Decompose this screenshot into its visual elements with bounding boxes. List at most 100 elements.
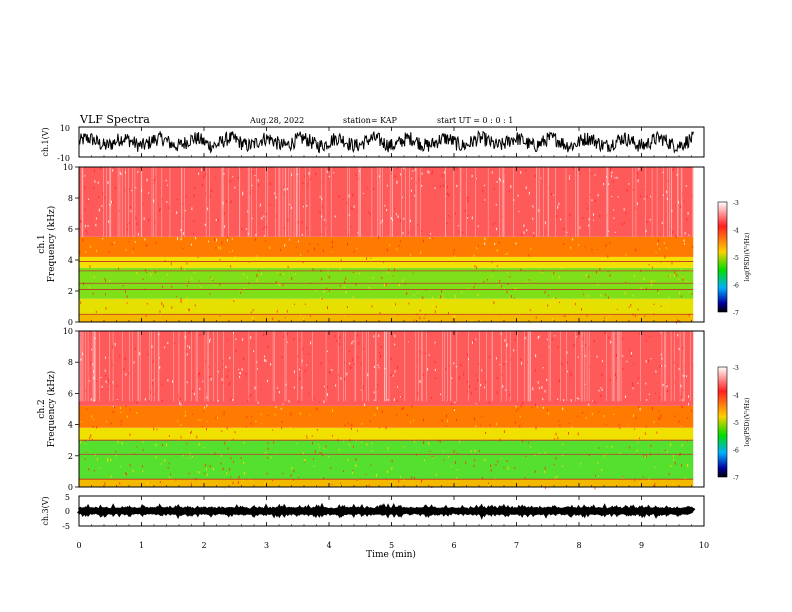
spectrogram-speck — [457, 485, 458, 488]
spectrogram-speck — [577, 356, 579, 358]
spectrogram-speck — [250, 422, 252, 425]
spectrogram-streak — [110, 167, 111, 237]
spectrogram-speck — [523, 231, 525, 235]
spectrogram-speck — [419, 316, 421, 320]
spectrogram-speck — [634, 478, 636, 482]
spectrogram-speck — [220, 246, 222, 250]
spectrogram-speck — [343, 286, 345, 289]
spectrogram-speck — [558, 379, 560, 383]
spectrogram-speck — [232, 481, 234, 485]
spectrogram-speck — [458, 231, 460, 233]
spectrogram-speck — [384, 204, 386, 207]
spectrogram-speck — [110, 475, 112, 478]
spectrogram-speck — [159, 481, 161, 484]
spectrogram-speck — [322, 249, 324, 253]
spectrogram-speck — [394, 268, 395, 272]
spectrogram-speck — [562, 443, 564, 446]
spectrogram-speck — [164, 459, 166, 463]
spectrogram-speck — [300, 253, 302, 256]
spectrogram-streak — [677, 167, 678, 237]
spectrogram-speck — [323, 447, 325, 450]
spectrogram-speck — [657, 289, 659, 292]
spectrogram-speck — [378, 334, 380, 338]
spectrogram-speck — [597, 476, 599, 478]
spectrogram-speck — [251, 217, 253, 219]
spectrogram-speck — [100, 257, 102, 261]
spectrogram-speck — [84, 186, 86, 189]
spectrogram-streak — [169, 167, 171, 237]
y-tick-label: 2 — [68, 287, 73, 296]
spectrogram-streak — [94, 331, 95, 402]
spectrogram-speck — [352, 194, 354, 197]
spectrogram-speck — [200, 419, 202, 421]
spectrogram-speck — [176, 296, 178, 298]
spectrogram-speck — [473, 254, 475, 257]
spectrogram-streak — [555, 167, 556, 237]
spectrogram-speck — [189, 457, 191, 459]
spectrogram-speck — [582, 337, 584, 341]
spectrogram-speck — [225, 365, 227, 369]
spectrogram-streak — [345, 331, 346, 402]
spectrogram-speck — [632, 363, 634, 365]
spectrogram-speck — [283, 335, 285, 338]
spectrogram-speck — [242, 338, 243, 341]
spectrogram-speck — [124, 189, 126, 192]
spectrogram-speck — [194, 271, 196, 274]
spectrogram-speck — [503, 466, 505, 469]
spectrogram-speck — [192, 413, 194, 415]
spectrogram-speck — [466, 429, 468, 433]
spectrogram-speck — [229, 251, 231, 253]
spectrogram-speck — [309, 414, 311, 416]
spectrogram-speck — [533, 235, 535, 238]
spectrogram-speck — [87, 200, 89, 203]
spectrogram-speck — [410, 421, 411, 423]
spectrogram-speck — [369, 420, 371, 423]
spectrogram-speck — [342, 312, 344, 315]
spectrogram-speck — [234, 255, 236, 259]
spectrogram-speck — [578, 244, 580, 246]
spectrogram-speck — [482, 201, 484, 203]
spectrogram-speck — [343, 470, 344, 473]
spectrogram-speck — [543, 366, 545, 368]
spectrogram-speck — [395, 167, 397, 169]
spectrogram-speck — [656, 431, 658, 434]
spectrogram-streak — [305, 167, 306, 237]
spectrogram-speck — [209, 338, 211, 341]
spectrogram-speck — [288, 238, 290, 241]
spectrogram-speck — [666, 390, 668, 392]
spectrogram-speck — [335, 384, 337, 387]
spectrogram-speck — [301, 221, 303, 224]
spectrogram-speck — [144, 398, 146, 401]
spectrogram-speck — [392, 275, 394, 277]
spectrogram-speck — [398, 283, 400, 287]
spectrogram-speck — [105, 374, 107, 377]
spectrogram-speck — [527, 442, 529, 444]
spectrogram-speck — [356, 247, 358, 250]
spectrogram-speck — [186, 442, 188, 445]
spectrogram-speck — [588, 224, 590, 227]
spectrogram-speck — [414, 195, 416, 197]
y-tick-label: 10 — [63, 163, 73, 172]
spectrogram-speck — [161, 444, 163, 447]
spectrogram-speck — [209, 464, 211, 468]
spectrogram-streak — [664, 331, 665, 402]
spectrogram-speck — [267, 442, 269, 445]
spectrogram-speck — [442, 450, 444, 452]
spectrogram-speck — [366, 257, 368, 261]
spectrogram-speck — [308, 392, 310, 394]
spectrogram-speck — [120, 173, 122, 176]
spectrogram-speck — [145, 244, 147, 247]
spectrogram-speck — [669, 228, 671, 230]
spectrogram-speck — [158, 208, 160, 212]
spectrogram-speck — [100, 167, 102, 170]
spectrogram-speck — [522, 439, 524, 443]
spectrogram-speck — [304, 369, 306, 373]
spectrogram-speck — [298, 476, 300, 478]
spectrogram-speck — [622, 367, 624, 370]
spectrogram-speck — [595, 402, 597, 404]
spectrogram-speck — [455, 366, 457, 368]
spectrogram-speck — [104, 482, 106, 486]
spectrogram-speck — [210, 377, 212, 381]
spectrogram-speck — [82, 238, 84, 242]
spectrogram-speck — [616, 176, 618, 180]
